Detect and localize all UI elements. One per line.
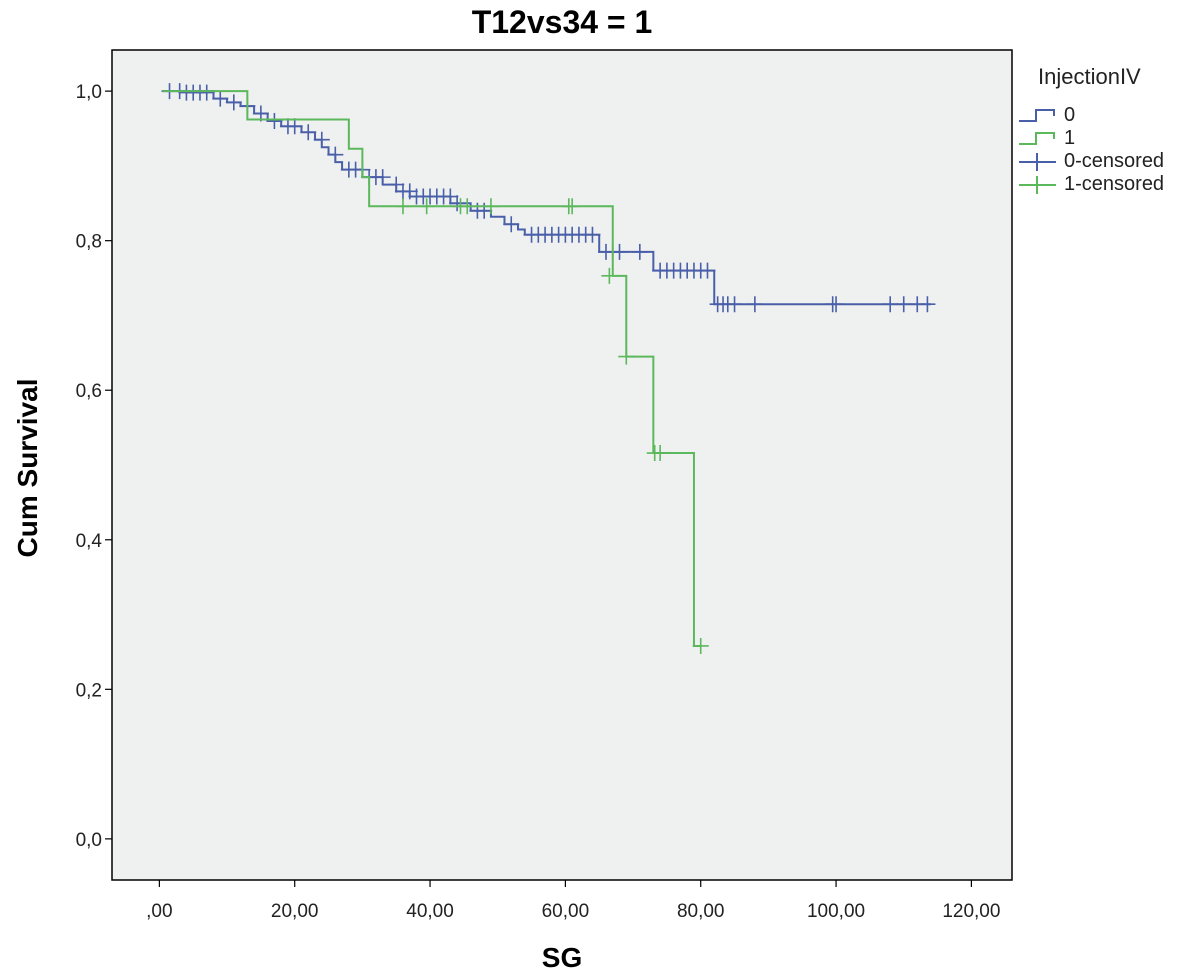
- legend: InjectionIV 0 1 0-censored 1-censored: [1016, 64, 1194, 196]
- censored-mark-0: [631, 243, 648, 260]
- x-tick-label: 40,00: [406, 901, 454, 922]
- censored-mark-0: [266, 113, 283, 130]
- censored-mark-0: [449, 195, 466, 212]
- y-tick-label: 0,0: [76, 830, 102, 851]
- legend-cross-icon-0: [1019, 152, 1056, 171]
- x-axis-label: SG: [541, 942, 583, 973]
- censored-mark-0: [726, 296, 743, 313]
- censored-mark-0: [882, 296, 899, 313]
- censored-mark-0: [313, 131, 330, 148]
- legend-label-0: 0: [1064, 104, 1076, 126]
- y-tick-label: 0,6: [76, 381, 102, 402]
- legend-item-0-censored: 0-censored: [1016, 150, 1194, 173]
- legend-item-1: 1: [1016, 127, 1194, 150]
- censored-mark-0: [300, 124, 317, 141]
- censored-mark-1: [618, 348, 635, 365]
- legend-label-0-censored: 0-censored: [1064, 150, 1165, 172]
- series-layer: [161, 83, 936, 654]
- censored-mark-0: [746, 296, 763, 313]
- censored-mark-1: [459, 198, 476, 215]
- censored-mark-1: [394, 198, 411, 215]
- legend-label-1-censored: 1-censored: [1064, 173, 1165, 195]
- censored-mark-0: [828, 296, 845, 313]
- series-1: [162, 90, 709, 654]
- legend-cross-icon-1: [1019, 175, 1056, 194]
- censored-mark-0: [212, 90, 229, 107]
- x-tick-label: 100,00: [807, 901, 865, 922]
- censored-mark-1: [692, 637, 709, 654]
- censored-mark-0: [895, 296, 912, 313]
- censored-mark-0: [699, 262, 716, 279]
- legend-item-1-censored: 1-censored: [1016, 173, 1194, 196]
- x-tick-label: 120,00: [942, 901, 1000, 922]
- x-tick-label: 60,00: [542, 901, 590, 922]
- x-tick-label: 80,00: [677, 901, 725, 922]
- plot-area: [111, 49, 1013, 881]
- censored-mark-0: [198, 84, 215, 101]
- series-0: [161, 83, 936, 313]
- y-tick-label: 0,4: [76, 531, 103, 552]
- legend-item-0: 0: [1016, 104, 1194, 127]
- x-tick-label: 20,00: [271, 901, 319, 922]
- censored-mark-0: [225, 94, 242, 111]
- censored-mark-1: [564, 198, 581, 215]
- chart-title: T12vs34 = 1: [471, 4, 653, 40]
- legend-step-icon-1: [1019, 131, 1055, 145]
- legend-step-icon-0: [1019, 108, 1055, 122]
- censored-mark-0: [503, 216, 520, 233]
- censored-mark-0: [327, 146, 344, 163]
- legend-label-1: 1: [1064, 127, 1076, 149]
- censored-mark-0: [286, 118, 303, 135]
- censored-mark-1: [482, 198, 499, 215]
- y-tick-label: 0,2: [76, 680, 102, 701]
- censored-mark-1: [652, 445, 669, 462]
- censored-mark-0: [611, 243, 628, 260]
- x-tick-label: ,00: [146, 901, 172, 922]
- censored-mark-0: [388, 176, 405, 193]
- censored-mark-0: [374, 169, 391, 186]
- legend-title: InjectionIV: [1038, 64, 1141, 89]
- y-tick-label: 1,0: [76, 82, 102, 103]
- censored-mark-0: [919, 296, 936, 313]
- censored-mark-1: [601, 267, 618, 284]
- censored-mark-1: [418, 198, 435, 215]
- censored-mark-0: [442, 188, 459, 205]
- y-tick-label: 0,8: [76, 232, 102, 253]
- axes: ,00 20,00 40,00 60,00 80,00 100,00 120,00 0,0 0,…: [76, 82, 1001, 922]
- censored-mark-0: [584, 226, 601, 243]
